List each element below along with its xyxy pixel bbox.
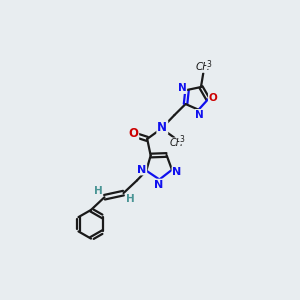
Text: O: O — [209, 93, 218, 103]
Text: CH: CH — [169, 138, 183, 148]
Text: N: N — [154, 180, 163, 190]
Text: N: N — [137, 164, 146, 175]
Text: N: N — [195, 110, 204, 120]
Text: N: N — [157, 121, 167, 134]
Text: O: O — [128, 127, 138, 140]
Text: H: H — [94, 186, 102, 196]
Text: 3: 3 — [179, 135, 184, 144]
Text: 3: 3 — [206, 60, 211, 69]
Text: CH: CH — [196, 62, 211, 72]
Text: H: H — [126, 194, 134, 204]
Text: N: N — [172, 167, 182, 177]
Text: N: N — [178, 83, 186, 93]
